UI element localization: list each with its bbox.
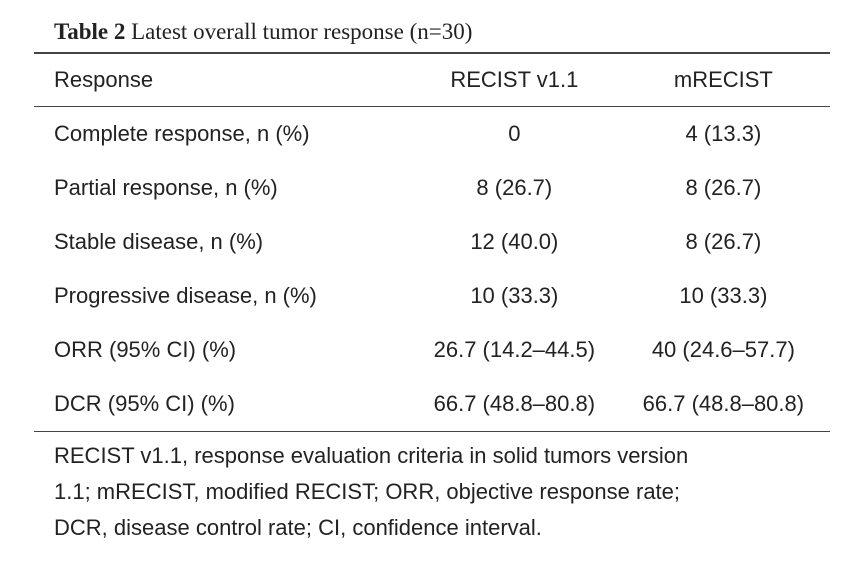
table-body: Complete response, n (%) 0 4 (13.3) Partial… <box>34 107 830 432</box>
header-row: Response RECIST v1.1 mRECIST <box>34 54 830 107</box>
mrecist-value: 4 (13.3) <box>685 121 762 146</box>
table-title: Latest overall tumor response (n=30) <box>131 19 473 44</box>
header-response: Response <box>34 54 412 107</box>
header-recist: RECIST v1.1 <box>411 54 617 107</box>
table-row: Stable disease, n (%) 12 (40.0) 8 (26.7) <box>34 215 830 269</box>
table-row: Complete response, n (%) 0 4 (13.3) <box>34 107 830 162</box>
footnote-line: RECIST v1.1, response evaluation criteri… <box>54 443 689 468</box>
top-rule <box>34 52 830 54</box>
table-row: Partial response, n (%) 8 (26.7) 8 (26.7) <box>34 161 830 215</box>
recist-value: 26.7 (14.2–44.5) <box>433 337 596 362</box>
row-label: Progressive disease, n (%) <box>54 283 317 308</box>
mrecist-value: 66.7 (48.8–80.8) <box>642 391 805 416</box>
table-caption: Table 2 Latest overall tumor response (n… <box>34 12 830 52</box>
row-label: Partial response, n (%) <box>54 175 278 200</box>
table-row: ORR (95% CI) (%) 26.7 (14.2–44.5) 40 (24.6… <box>34 323 830 377</box>
recist-value: 10 (33.3) <box>470 283 559 308</box>
row-label: Complete response, n (%) <box>54 121 310 146</box>
footnote-line: 1.1; mRECIST, modified RECIST; ORR, obje… <box>54 479 681 504</box>
mrecist-value: 8 (26.7) <box>685 229 762 254</box>
recist-value: 66.7 (48.8–80.8) <box>433 391 596 416</box>
recist-value: 8 (26.7) <box>476 175 553 200</box>
mrecist-value: 8 (26.7) <box>685 175 762 200</box>
response-table: Response RECIST v1.1 mRECIST Complete re… <box>34 54 830 431</box>
table-row: DCR (95% CI) (%) 66.7 (48.8–80.8) 66.7 (48… <box>34 377 830 431</box>
table-row: Progressive disease, n (%) 10 (33.3) 10 (3… <box>34 269 830 323</box>
mrecist-value: 10 (33.3) <box>679 283 768 308</box>
mrecist-value: 40 (24.6–57.7) <box>651 337 795 362</box>
row-label: Stable disease, n (%) <box>54 229 264 254</box>
footnote-line: DCR, disease control rate; CI, confidenc… <box>54 515 542 540</box>
table-number: Table 2 <box>54 19 126 44</box>
bottom-rule <box>34 431 830 432</box>
header-mrecist: mRECIST <box>616 54 830 107</box>
recist-value: 12 (40.0) <box>470 229 559 254</box>
table-figure: Table 2 Latest overall tumor response (n… <box>34 12 830 546</box>
row-label: ORR (95% CI) (%) <box>54 337 237 362</box>
table-footnote: RECIST v1.1, response evaluation criteri… <box>34 432 830 546</box>
recist-value: 0 <box>508 121 521 146</box>
row-label: DCR (95% CI) (%) <box>54 391 235 416</box>
